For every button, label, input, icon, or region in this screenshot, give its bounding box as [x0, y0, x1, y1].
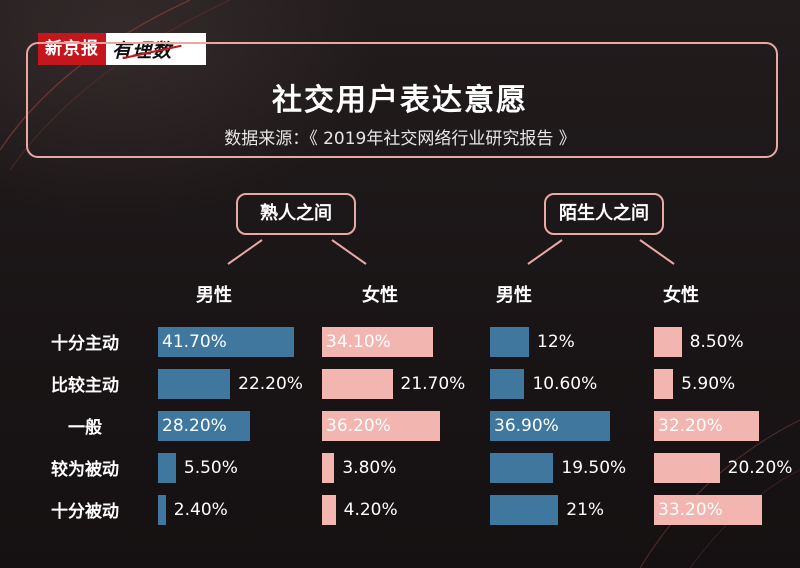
- row-label: 十分被动: [51, 502, 119, 522]
- bar: [158, 495, 166, 525]
- data-label: 2.40%: [173, 500, 228, 520]
- bar: [158, 453, 176, 483]
- bar: [654, 411, 759, 441]
- col-head-str-male: 男性: [496, 285, 532, 306]
- data-label: 21.70%: [400, 374, 466, 394]
- data-label: 10.60%: [532, 374, 598, 394]
- data-label: 5.90%: [681, 374, 736, 394]
- title-box: [26, 42, 778, 158]
- bar: [490, 411, 610, 441]
- col-head-str-female: 女性: [663, 285, 699, 306]
- bar: [654, 327, 682, 357]
- bar: [322, 369, 393, 399]
- bar: [158, 369, 231, 399]
- row-label: 一般: [68, 418, 102, 438]
- bar: [654, 453, 720, 483]
- data-label: 4.20%: [343, 500, 398, 520]
- logo-part1: 新京报: [38, 33, 106, 65]
- logo: 新京报 有理数: [38, 33, 206, 65]
- group-label-acquaintance: 熟人之间: [236, 193, 356, 235]
- data-label: 36.20%: [326, 416, 391, 436]
- data-label: 41.70%: [162, 332, 227, 352]
- bar: [322, 495, 336, 525]
- row-label: 比较主动: [51, 376, 119, 396]
- chart-title: 社交用户表达意愿: [272, 83, 528, 118]
- data-label: 8.50%: [689, 332, 744, 352]
- bar: [322, 327, 433, 357]
- bar: [490, 369, 525, 399]
- data-label: 22.20%: [238, 374, 303, 394]
- bar: [490, 327, 529, 357]
- data-label: 12%: [537, 332, 575, 352]
- data-label: 34.10%: [326, 332, 391, 352]
- bar: [654, 495, 762, 525]
- bar: [654, 369, 674, 399]
- data-label: 36.90%: [494, 416, 559, 436]
- bar: [322, 411, 440, 441]
- data-label: 20.20%: [727, 458, 793, 478]
- data-label: 33.20%: [658, 500, 723, 520]
- data-label: 28.20%: [162, 416, 227, 436]
- logo-part2: 有理数: [106, 36, 182, 63]
- col-head-acq-male: 男性: [196, 285, 232, 306]
- bar: [490, 495, 559, 525]
- bar: [322, 453, 335, 483]
- data-label: 3.80%: [342, 458, 397, 478]
- data-label: 5.50%: [183, 458, 238, 478]
- data-label: 19.50%: [561, 458, 627, 478]
- bar: [158, 327, 294, 357]
- data-label: 32.20%: [658, 416, 723, 436]
- bar: [158, 411, 250, 441]
- row-label: 十分主动: [51, 334, 119, 354]
- col-head-acq-female: 女性: [362, 285, 398, 306]
- group-label-stranger: 陌生人之间: [544, 193, 664, 235]
- chart-subtitle: 数据来源：《 2019年社交网络行业研究报告 》: [224, 129, 576, 149]
- bar: [490, 453, 554, 483]
- data-label: 21%: [566, 500, 605, 520]
- row-label: 较为被动: [51, 460, 119, 480]
